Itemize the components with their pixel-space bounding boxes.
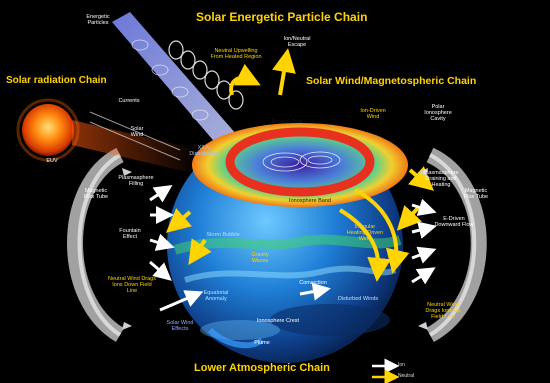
- ion-ring: [225, 127, 375, 197]
- label-ionosphere-crest: Ionosphere Crest: [256, 318, 300, 324]
- label-polar-ionosphere-cavity: Polar Ionosphere Cavity: [424, 104, 452, 122]
- euv-beam: [72, 120, 200, 175]
- label-ion-driven-wind: Ion-Driven Wind: [360, 108, 386, 120]
- label-disturbed-winds: Disturbed Winds: [337, 296, 379, 302]
- label-magnetic-flux-tube-left: Magnetic Flux Tube: [83, 188, 109, 200]
- energetic-particle-stream: [112, 12, 250, 160]
- label-neutral-wind-left: Neutral Wind Drags Ions Down Field Line: [108, 276, 156, 294]
- legend-ion: Ion: [398, 362, 405, 368]
- label-convection: Convection: [299, 280, 327, 286]
- neutral-flow-arrows: [165, 48, 435, 282]
- sun: [16, 98, 80, 162]
- flux-tube-arrows: [122, 168, 428, 330]
- plume: [207, 327, 264, 349]
- flux-tube-left: [67, 147, 125, 342]
- ion-flow-arrows: [149, 185, 437, 312]
- label-wind-effects: Solar Wind Effects: [166, 320, 194, 332]
- label-auroral-oval: Auroral Oval: [271, 119, 303, 125]
- label-plasmasphere-filling: Plasmasphere Filling: [118, 175, 154, 187]
- label-uv-disturbance: X/UV Disturbance: [189, 145, 219, 157]
- chain-title-solar-radiation: Solar radiation Chain: [6, 75, 107, 86]
- label-irregular-heating: Irregular Heating Driven Wind: [346, 224, 384, 242]
- label-gravity-waves: Gravity Waves: [251, 252, 269, 264]
- label-currents: Currents: [118, 98, 140, 104]
- label-fountain-effect: Fountain Effect: [119, 228, 141, 240]
- label-neutral-upwelling: Neutral Upwelling From Heated Region: [210, 48, 262, 60]
- label-plume: Plume: [254, 340, 270, 346]
- label-e-driven-downward-flow: E-Driven Downward Flow: [434, 216, 474, 228]
- label-storm-bubble: Storm Bubble: [206, 232, 240, 238]
- chain-title-solar-energetic-particle: Solar Energetic Particle Chain: [196, 10, 368, 24]
- convection-swirls: [262, 151, 341, 172]
- label-energetic-particles: Energetic Particles: [86, 14, 110, 26]
- label-solar-wind: Solar Wind: [130, 126, 144, 138]
- label-neutral-wind-right: Neutral Wind Drags Ions Up Field Line: [425, 302, 461, 320]
- solar-wind-lines: [89, 111, 181, 161]
- label-euv: EUV: [46, 158, 58, 164]
- label-equatorial-anomaly: Equatorial Anomaly: [203, 290, 229, 302]
- legend-neutral: Neutral: [398, 373, 415, 379]
- chain-title-lower-atmospheric: Lower Atmospheric Chain: [194, 362, 330, 374]
- chain-title-solar-wind-magnetospheric: Solar Wind/Magnetospheric Chain: [306, 75, 477, 87]
- legend-swatches: [372, 358, 400, 383]
- label-plasmasphere-draining: Plasmasphere Draining and Heating: [423, 170, 459, 188]
- label-ionosphere-band: Ionosphere Band: [289, 198, 331, 204]
- flux-tube-right: [425, 147, 487, 343]
- label-ion-neutral-escape: Ion/Neutral Escape: [283, 36, 311, 48]
- label-magnetic-flux-tube-right: Magnetic Flux Tube: [463, 188, 489, 200]
